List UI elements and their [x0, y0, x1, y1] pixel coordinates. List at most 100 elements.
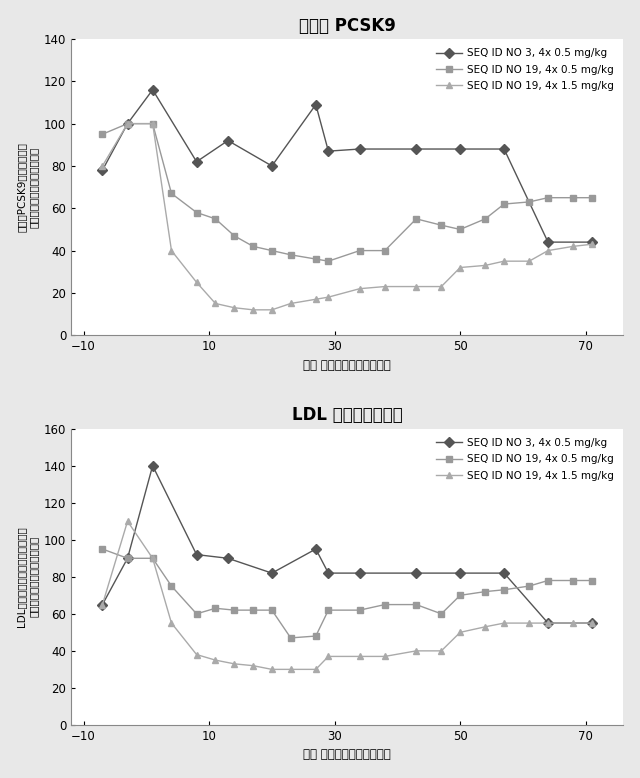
SEQ ID NO 19, 4x 1.5 mg/kg — [268, 305, 276, 314]
SEQ ID NO 19, 4x 1.5 mg/kg — [324, 293, 332, 302]
SEQ ID NO 19, 4x 0.5 mg/kg — [212, 604, 220, 613]
Line: SEQ ID NO 19, 4x 1.5 mg/kg: SEQ ID NO 19, 4x 1.5 mg/kg — [99, 518, 595, 673]
SEQ ID NO 19, 4x 1.5 mg/kg — [525, 257, 533, 266]
SEQ ID NO 19, 4x 0.5 mg/kg — [249, 242, 257, 251]
SEQ ID NO 19, 4x 0.5 mg/kg — [525, 198, 533, 207]
SEQ ID NO 3, 4x 0.5 mg/kg — [124, 554, 131, 563]
SEQ ID NO 19, 4x 1.5 mg/kg — [356, 284, 364, 293]
SEQ ID NO 19, 4x 1.5 mg/kg — [438, 647, 445, 656]
SEQ ID NO 3, 4x 0.5 mg/kg — [193, 157, 200, 166]
Title: 血潏中 PCSK9: 血潏中 PCSK9 — [299, 16, 396, 35]
SEQ ID NO 19, 4x 0.5 mg/kg — [544, 576, 552, 585]
SEQ ID NO 19, 4x 0.5 mg/kg — [438, 609, 445, 619]
SEQ ID NO 19, 4x 0.5 mg/kg — [124, 119, 131, 128]
SEQ ID NO 19, 4x 0.5 mg/kg — [193, 609, 200, 619]
SEQ ID NO 19, 4x 1.5 mg/kg — [324, 652, 332, 661]
SEQ ID NO 19, 4x 0.5 mg/kg — [356, 246, 364, 255]
SEQ ID NO 19, 4x 0.5 mg/kg — [168, 189, 175, 198]
SEQ ID NO 19, 4x 0.5 mg/kg — [230, 231, 238, 240]
SEQ ID NO 19, 4x 1.5 mg/kg — [570, 619, 577, 628]
Title: LDL コレステロール: LDL コレステロール — [292, 406, 403, 424]
SEQ ID NO 19, 4x 0.5 mg/kg — [268, 246, 276, 255]
SEQ ID NO 3, 4x 0.5 mg/kg — [268, 569, 276, 578]
SEQ ID NO 3, 4x 0.5 mg/kg — [193, 550, 200, 559]
SEQ ID NO 19, 4x 1.5 mg/kg — [500, 619, 508, 628]
SEQ ID NO 19, 4x 0.5 mg/kg — [149, 119, 157, 128]
SEQ ID NO 19, 4x 1.5 mg/kg — [99, 600, 106, 609]
SEQ ID NO 19, 4x 0.5 mg/kg — [249, 605, 257, 615]
SEQ ID NO 3, 4x 0.5 mg/kg — [224, 554, 232, 563]
SEQ ID NO 19, 4x 0.5 mg/kg — [481, 214, 489, 223]
SEQ ID NO 19, 4x 1.5 mg/kg — [149, 119, 157, 128]
SEQ ID NO 19, 4x 1.5 mg/kg — [312, 295, 319, 304]
SEQ ID NO 19, 4x 1.5 mg/kg — [381, 652, 388, 661]
SEQ ID NO 19, 4x 1.5 mg/kg — [588, 619, 596, 628]
SEQ ID NO 19, 4x 0.5 mg/kg — [99, 130, 106, 139]
SEQ ID NO 3, 4x 0.5 mg/kg — [588, 619, 596, 628]
SEQ ID NO 3, 4x 0.5 mg/kg — [99, 600, 106, 609]
SEQ ID NO 19, 4x 0.5 mg/kg — [381, 246, 388, 255]
SEQ ID NO 19, 4x 1.5 mg/kg — [412, 647, 420, 656]
SEQ ID NO 19, 4x 0.5 mg/kg — [324, 605, 332, 615]
Line: SEQ ID NO 19, 4x 1.5 mg/kg: SEQ ID NO 19, 4x 1.5 mg/kg — [99, 120, 595, 314]
SEQ ID NO 19, 4x 1.5 mg/kg — [525, 619, 533, 628]
SEQ ID NO 19, 4x 1.5 mg/kg — [249, 305, 257, 314]
SEQ ID NO 3, 4x 0.5 mg/kg — [149, 461, 157, 471]
SEQ ID NO 3, 4x 0.5 mg/kg — [99, 166, 106, 175]
Y-axis label: 血潏中PCSK9（平均投薬前
レベルに対するパーセント）: 血潏中PCSK9（平均投薬前 レベルに対するパーセント） — [17, 142, 38, 232]
SEQ ID NO 19, 4x 0.5 mg/kg — [588, 193, 596, 202]
SEQ ID NO 19, 4x 1.5 mg/kg — [312, 664, 319, 674]
SEQ ID NO 3, 4x 0.5 mg/kg — [324, 569, 332, 578]
SEQ ID NO 19, 4x 0.5 mg/kg — [268, 605, 276, 615]
SEQ ID NO 19, 4x 1.5 mg/kg — [193, 650, 200, 659]
SEQ ID NO 3, 4x 0.5 mg/kg — [312, 100, 319, 109]
Legend: SEQ ID NO 3, 4x 0.5 mg/kg, SEQ ID NO 19, 4x 0.5 mg/kg, SEQ ID NO 19, 4x 1.5 mg/k: SEQ ID NO 3, 4x 0.5 mg/kg, SEQ ID NO 19,… — [431, 44, 618, 95]
SEQ ID NO 19, 4x 0.5 mg/kg — [168, 581, 175, 591]
SEQ ID NO 19, 4x 0.5 mg/kg — [412, 600, 420, 609]
SEQ ID NO 3, 4x 0.5 mg/kg — [412, 569, 420, 578]
SEQ ID NO 19, 4x 1.5 mg/kg — [412, 282, 420, 291]
SEQ ID NO 19, 4x 0.5 mg/kg — [356, 605, 364, 615]
SEQ ID NO 19, 4x 0.5 mg/kg — [193, 208, 200, 217]
SEQ ID NO 19, 4x 0.5 mg/kg — [481, 587, 489, 596]
SEQ ID NO 19, 4x 1.5 mg/kg — [124, 517, 131, 526]
SEQ ID NO 19, 4x 1.5 mg/kg — [544, 619, 552, 628]
SEQ ID NO 19, 4x 0.5 mg/kg — [500, 199, 508, 209]
Line: SEQ ID NO 19, 4x 0.5 mg/kg: SEQ ID NO 19, 4x 0.5 mg/kg — [99, 545, 595, 641]
SEQ ID NO 19, 4x 1.5 mg/kg — [212, 299, 220, 308]
SEQ ID NO 19, 4x 1.5 mg/kg — [588, 240, 596, 249]
SEQ ID NO 3, 4x 0.5 mg/kg — [456, 569, 464, 578]
SEQ ID NO 3, 4x 0.5 mg/kg — [412, 145, 420, 154]
SEQ ID NO 19, 4x 1.5 mg/kg — [456, 263, 464, 272]
SEQ ID NO 19, 4x 1.5 mg/kg — [249, 661, 257, 671]
SEQ ID NO 19, 4x 0.5 mg/kg — [124, 554, 131, 563]
SEQ ID NO 19, 4x 1.5 mg/kg — [168, 619, 175, 628]
SEQ ID NO 3, 4x 0.5 mg/kg — [456, 145, 464, 154]
SEQ ID NO 3, 4x 0.5 mg/kg — [224, 136, 232, 145]
SEQ ID NO 19, 4x 0.5 mg/kg — [456, 225, 464, 234]
SEQ ID NO 19, 4x 0.5 mg/kg — [312, 632, 319, 641]
SEQ ID NO 19, 4x 0.5 mg/kg — [438, 220, 445, 230]
SEQ ID NO 3, 4x 0.5 mg/kg — [268, 161, 276, 170]
SEQ ID NO 19, 4x 0.5 mg/kg — [570, 193, 577, 202]
SEQ ID NO 19, 4x 0.5 mg/kg — [99, 545, 106, 554]
SEQ ID NO 19, 4x 1.5 mg/kg — [212, 655, 220, 664]
SEQ ID NO 19, 4x 0.5 mg/kg — [230, 605, 238, 615]
SEQ ID NO 19, 4x 0.5 mg/kg — [570, 576, 577, 585]
SEQ ID NO 3, 4x 0.5 mg/kg — [544, 619, 552, 628]
SEQ ID NO 19, 4x 1.5 mg/kg — [544, 246, 552, 255]
SEQ ID NO 19, 4x 1.5 mg/kg — [287, 299, 294, 308]
Y-axis label: LDLコレステロール（平均投薬前
レベルに対するパーセント）: LDLコレステロール（平均投薬前 レベルに対するパーセント） — [17, 527, 38, 627]
SEQ ID NO 19, 4x 1.5 mg/kg — [124, 119, 131, 128]
SEQ ID NO 3, 4x 0.5 mg/kg — [149, 85, 157, 94]
SEQ ID NO 19, 4x 1.5 mg/kg — [456, 628, 464, 637]
SEQ ID NO 3, 4x 0.5 mg/kg — [312, 545, 319, 554]
SEQ ID NO 19, 4x 1.5 mg/kg — [570, 242, 577, 251]
SEQ ID NO 19, 4x 1.5 mg/kg — [168, 246, 175, 255]
SEQ ID NO 19, 4x 1.5 mg/kg — [268, 664, 276, 674]
SEQ ID NO 3, 4x 0.5 mg/kg — [356, 145, 364, 154]
SEQ ID NO 19, 4x 0.5 mg/kg — [381, 600, 388, 609]
Line: SEQ ID NO 19, 4x 0.5 mg/kg: SEQ ID NO 19, 4x 0.5 mg/kg — [99, 120, 595, 265]
SEQ ID NO 3, 4x 0.5 mg/kg — [588, 237, 596, 247]
Line: SEQ ID NO 3, 4x 0.5 mg/kg: SEQ ID NO 3, 4x 0.5 mg/kg — [99, 462, 595, 626]
